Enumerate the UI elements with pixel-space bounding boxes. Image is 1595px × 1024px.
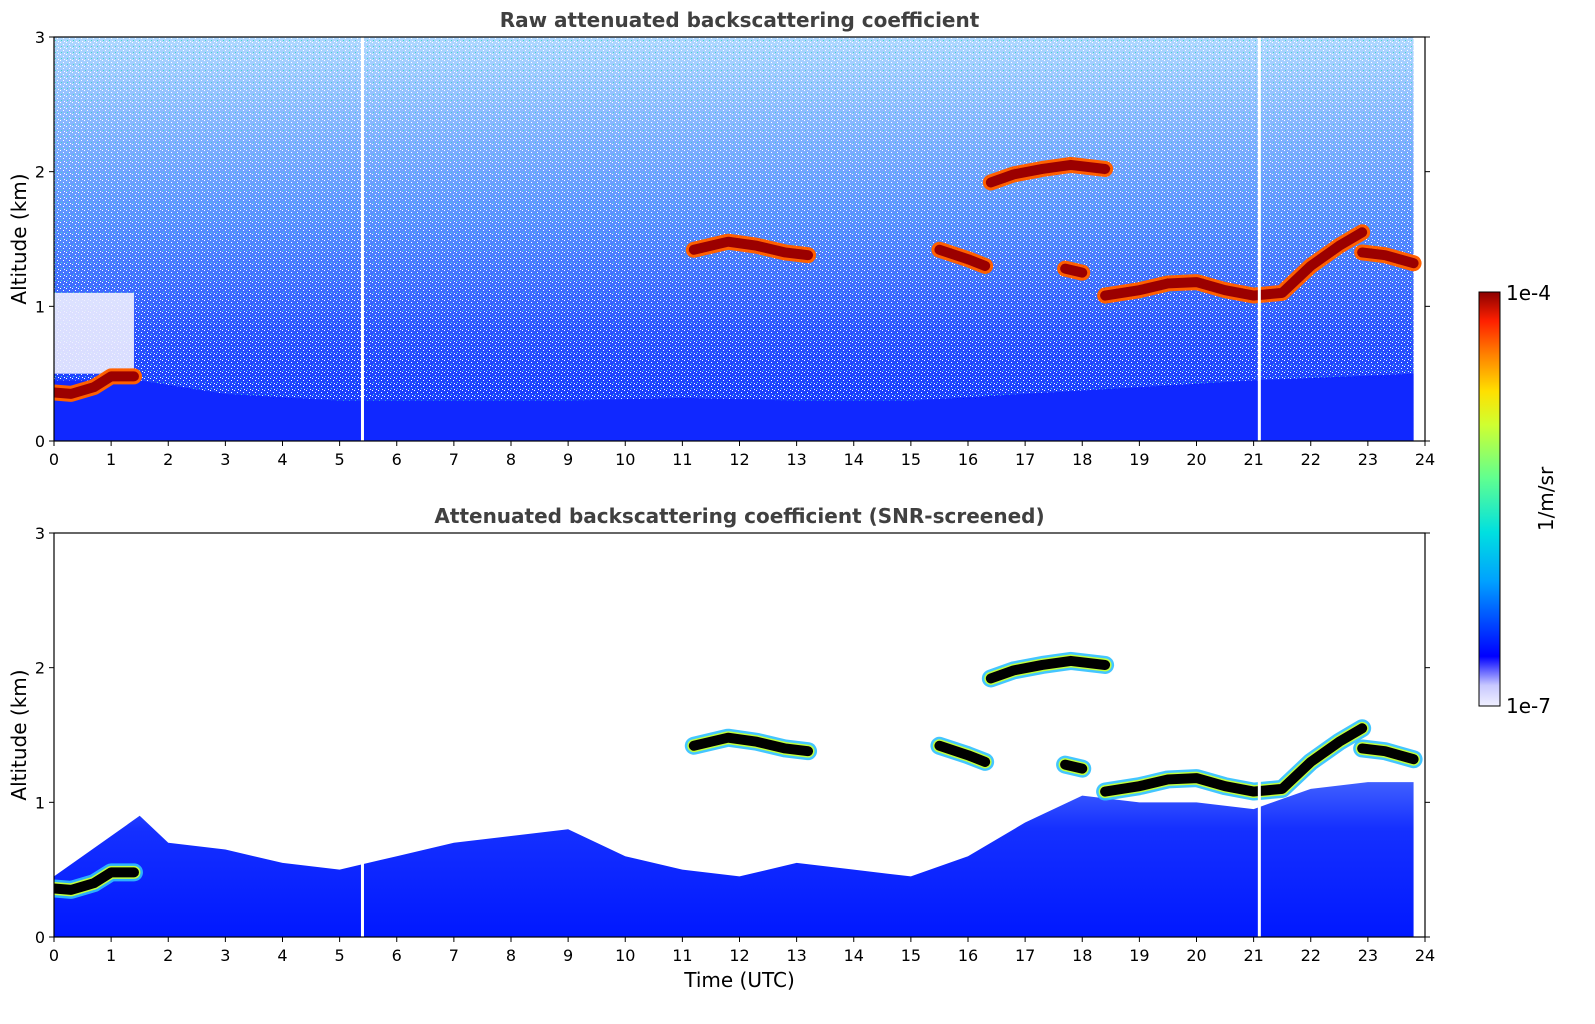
x-tick-label: 23 [1358,450,1378,469]
x-tick-label: 22 [1301,450,1321,469]
data-gap [1257,533,1261,937]
cloud-layer [934,244,991,271]
y-tick-label: 0 [35,928,45,947]
x-tick-label: 16 [958,450,978,469]
x-tick-label: 20 [1186,450,1206,469]
cloud-layer [985,655,1111,684]
data-gap [360,533,364,937]
y-tick-label: 3 [35,524,45,543]
x-tick-label: 4 [277,946,287,965]
data-gap [360,37,364,441]
y-tick-label: 3 [35,28,45,47]
y-axis-label: Altitude (km) [7,669,31,800]
x-tick-label: 14 [844,946,864,965]
x-tick-label: 6 [392,450,402,469]
panel-1: 0 1 2 3 4 5 6 7 8 9 10 11 12 13 14 15 16 17 18 19 20 21 22 23 24… [7,8,1435,469]
x-tick-label: 6 [392,946,402,965]
x-tick-label: 24 [1415,450,1435,469]
x-tick-label: 5 [335,946,345,965]
screened-signal [54,782,1414,937]
cloud-layer [1100,227,1368,301]
x-tick-label: 18 [1072,946,1092,965]
y-tick-label: 0 [35,432,45,451]
x-tick-label: 11 [672,450,692,469]
x-tick-label: 11 [672,946,692,965]
x-tick-label: 21 [1243,450,1263,469]
x-tick-label: 22 [1301,946,1321,965]
x-tick-label: 12 [729,946,749,965]
x-tick-label: 19 [1129,450,1149,469]
x-tick-label: 10 [615,450,635,469]
x-tick-label: 14 [844,450,864,469]
cloud-layer [985,159,1111,188]
y-tick-label: 2 [35,163,45,182]
x-tick-label: 2 [163,946,173,965]
x-tick-label: 18 [1072,450,1092,469]
colorbar-unit-label: 1/m/sr [1534,466,1558,531]
cloud-layer [54,867,139,895]
colorbar-min-label: 1e-7 [1506,694,1551,718]
cloud-layer [934,740,991,767]
panel-2: 0 1 2 3 4 5 6 7 8 9 10 11 12 13 14 15 16 17 18 19 20 21 22 23 24… [7,504,1435,992]
x-tick-label: 2 [163,450,173,469]
x-tick-label: 9 [563,946,573,965]
x-tick-label: 5 [335,450,345,469]
x-tick-label: 23 [1358,946,1378,965]
x-tick-label: 15 [901,450,921,469]
x-tick-label: 3 [220,946,230,965]
colorbar: 1e-4 1e-7 1/m/sr [1478,281,1558,718]
y-tick-label: 2 [35,659,45,678]
cloud-layer [688,236,814,261]
data-gap [1257,37,1261,441]
panel-title: Attenuated backscattering coefficient (S… [434,504,1044,528]
cloud-layer [54,371,139,399]
x-tick-label: 20 [1186,946,1206,965]
heatmap-field [54,37,1422,441]
panel-title: Raw attenuated backscattering coefficien… [500,8,980,32]
x-tick-label: 19 [1129,946,1149,965]
x-tick-label: 7 [449,946,459,965]
x-tick-label: 4 [277,450,287,469]
x-tick-label: 24 [1415,946,1435,965]
cloud-layer [1060,263,1088,278]
cloud-layer [688,732,814,757]
x-axis-label: Time (UTC) [683,968,795,992]
y-tick-label: 1 [35,297,45,316]
clear-region [54,292,134,374]
x-tick-label: 12 [729,450,749,469]
x-tick-label: 1 [106,946,116,965]
x-tick-label: 0 [49,450,59,469]
x-tick-label: 16 [958,946,978,965]
y-tick-label: 1 [35,793,45,812]
boundary-layer-signal [54,373,1414,441]
cloud-layer [1060,759,1088,774]
x-tick-label: 10 [615,946,635,965]
x-tick-label: 0 [49,946,59,965]
x-tick-label: 13 [786,450,806,469]
colorbar-gradient [1478,291,1501,707]
x-tick-label: 8 [506,946,516,965]
x-tick-label: 8 [506,450,516,469]
x-tick-label: 21 [1243,946,1263,965]
y-axis-label: Altitude (km) [7,173,31,304]
x-tick-label: 17 [1015,946,1035,965]
cloud-layer [1357,743,1419,765]
x-tick-label: 13 [786,946,806,965]
colorbar-max-label: 1e-4 [1506,281,1551,305]
x-tick-label: 3 [220,450,230,469]
x-tick-label: 17 [1015,450,1035,469]
x-tick-label: 15 [901,946,921,965]
heatmap-field [54,533,1423,937]
cloud-layer [1100,723,1368,797]
cloud-layer [1357,247,1419,269]
x-tick-label: 1 [106,450,116,469]
x-tick-label: 7 [449,450,459,469]
x-tick-label: 9 [563,450,573,469]
